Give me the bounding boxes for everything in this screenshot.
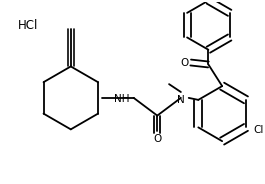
Text: Cl: Cl: [254, 125, 264, 135]
Text: O: O: [181, 58, 189, 68]
Text: N: N: [177, 95, 185, 105]
Text: O: O: [153, 134, 161, 144]
Text: NH: NH: [114, 94, 130, 104]
Text: HCl: HCl: [18, 19, 38, 32]
